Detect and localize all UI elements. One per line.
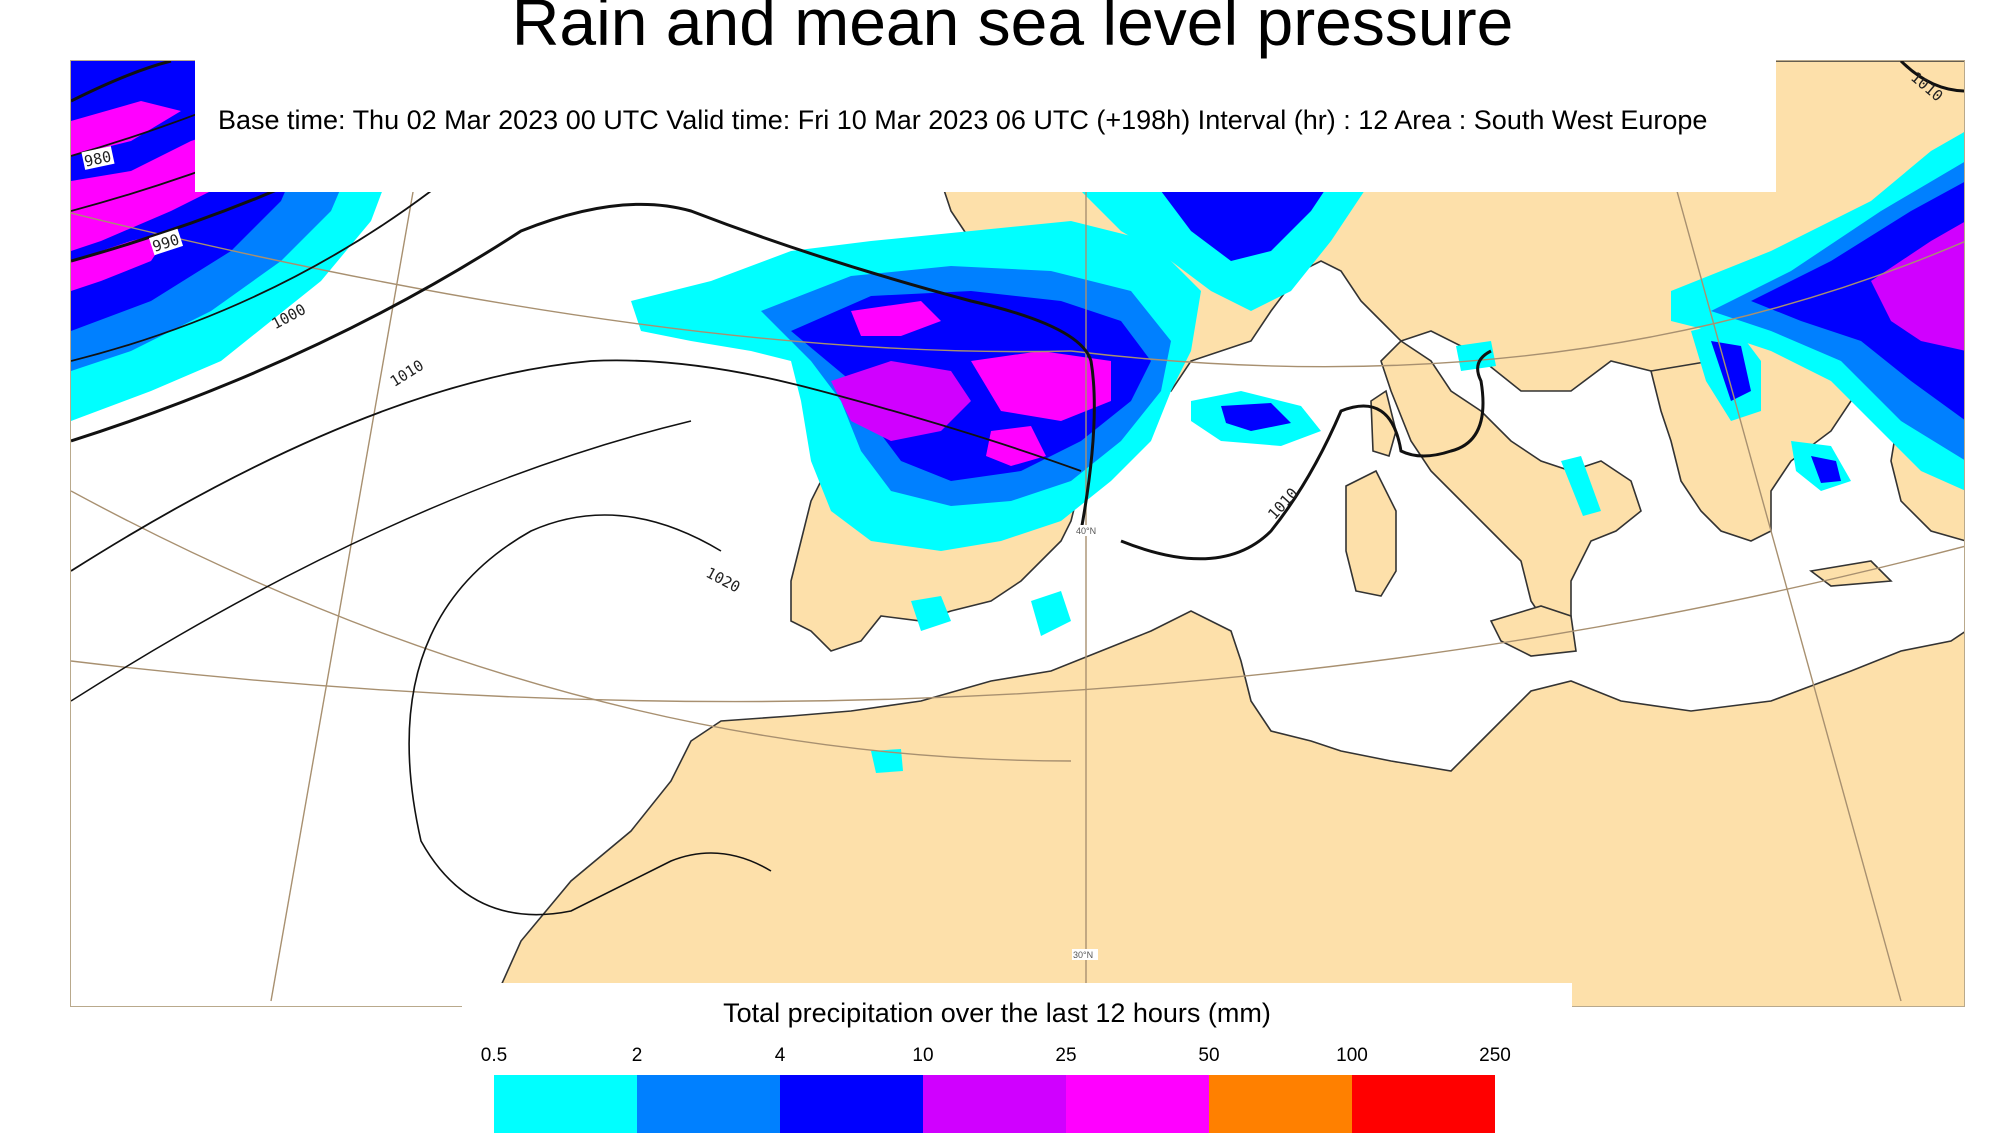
lat-label-40n: 40°N — [1076, 526, 1096, 536]
colorbar-swatch-100-250 — [1352, 1075, 1495, 1133]
isobar-label-1020: 1020 — [703, 564, 743, 597]
graticule — [71, 61, 1964, 1006]
colorbar-swatch-2-4 — [637, 1075, 780, 1133]
colorbar-swatch-25-50 — [1066, 1075, 1209, 1133]
colorbar-swatch-10-25 — [923, 1075, 1066, 1133]
legend-tick: 25 — [1055, 1045, 1077, 1066]
legend-tick: 4 — [774, 1045, 786, 1066]
isobar-label-1010-west: 1010 — [387, 356, 427, 390]
legend-title: Total precipitation over the last 12 hou… — [723, 998, 1271, 1028]
colorbar-swatch-50-100 — [1209, 1075, 1352, 1133]
colorbar-swatch-4-10 — [780, 1075, 923, 1133]
forecast-info-box: Base time: Thu 02 Mar 2023 00 UTC Valid … — [195, 60, 1776, 192]
legend-tick: 10 — [912, 1045, 934, 1066]
colorbar-swatch-0.5-2 — [494, 1075, 637, 1133]
forecast-map: 980 990 1000 1010 1020 1010 1010 40°N 30… — [71, 61, 1964, 1006]
legend-tick: 0.5 — [480, 1045, 508, 1066]
forecast-info-text: Base time: Thu 02 Mar 2023 00 UTC Valid … — [218, 105, 1708, 135]
colorbar — [494, 1075, 1495, 1133]
precipitation-legend: Total precipitation over the last 12 hou… — [462, 983, 1572, 1133]
lat-label-30n: 30°N — [1073, 950, 1093, 960]
legend-ticks: 0.5 2 4 10 25 50 100 250 — [462, 1045, 1572, 1069]
map-panel: 980 990 1000 1010 1020 1010 1010 40°N 30… — [70, 60, 1965, 1007]
isobar-label-980: 980 — [83, 147, 113, 170]
legend-tick: 2 — [631, 1045, 643, 1066]
legend-tick: 250 — [1479, 1045, 1511, 1066]
latitude-labels: 40°N 30°N — [1072, 525, 1099, 960]
legend-tick: 50 — [1198, 1045, 1220, 1066]
legend-tick: 100 — [1336, 1045, 1368, 1066]
chart-title: Rain and mean sea level pressure — [511, 0, 1514, 59]
